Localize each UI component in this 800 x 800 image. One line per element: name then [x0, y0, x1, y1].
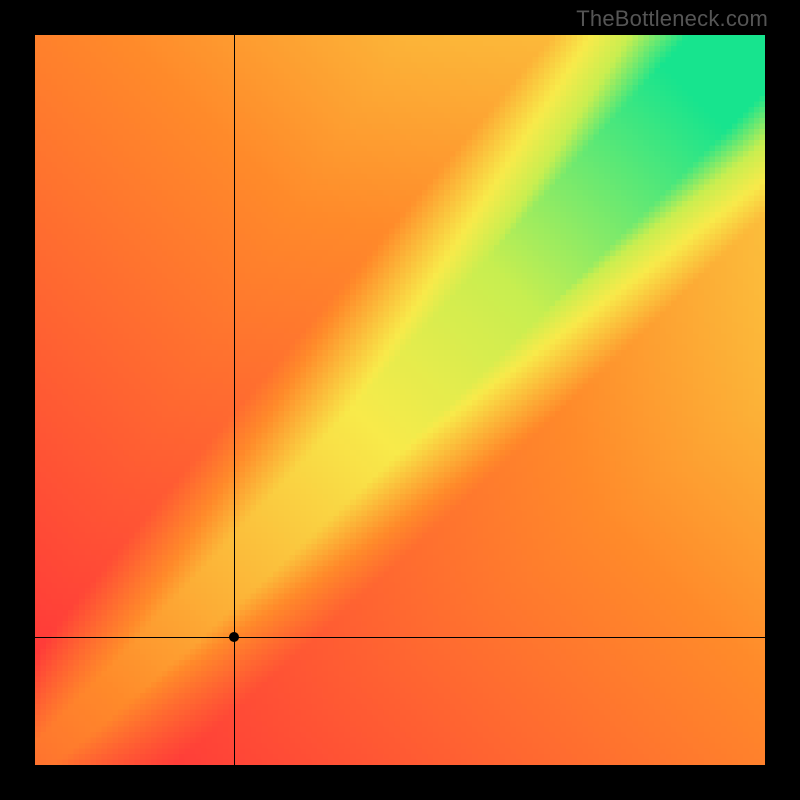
watermark-text: TheBottleneck.com: [576, 6, 768, 32]
heatmap-plot: [35, 35, 765, 765]
crosshair-horizontal: [35, 637, 765, 638]
crosshair-marker: [229, 632, 239, 642]
crosshair-vertical: [234, 35, 235, 765]
heatmap-canvas: [35, 35, 765, 765]
